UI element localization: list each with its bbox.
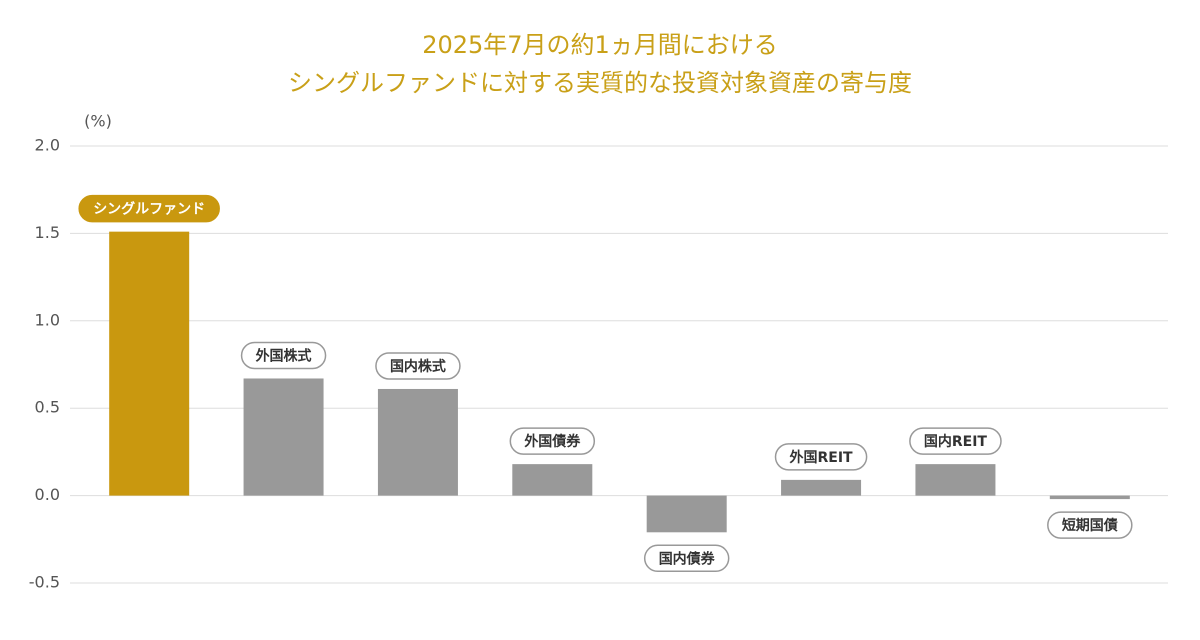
bar <box>646 495 727 533</box>
y-tick-label: 0.5 <box>35 398 60 417</box>
chart-title: シングルファンドに対する実質的な投資対象資産の寄与度 <box>288 69 912 97</box>
y-axis-label: (%) <box>84 112 112 131</box>
y-tick-label: 0.0 <box>35 485 60 504</box>
category-pill <box>909 427 1002 455</box>
category-label: 外国債券 <box>524 433 581 450</box>
category-pill <box>375 352 461 380</box>
category-label: 国内REIT <box>924 433 988 450</box>
bar <box>377 388 458 496</box>
bar <box>243 378 324 496</box>
category-label: 外国株式 <box>256 347 312 364</box>
category-label: シングルファンド <box>93 201 205 218</box>
category-pill <box>509 427 596 455</box>
y-tick-label: 2.0 <box>35 136 60 155</box>
y-tick-label: -0.5 <box>29 573 60 592</box>
category-pill <box>78 194 220 223</box>
category-label: 外国REIT <box>790 449 854 466</box>
category-pill <box>774 443 868 471</box>
category-label: 短期国債 <box>1062 517 1118 534</box>
category-label: 国内債券 <box>659 550 716 567</box>
category-label: 国内株式 <box>390 358 446 375</box>
y-tick-label: 1.5 <box>35 223 60 242</box>
category-pill <box>643 544 730 573</box>
bar <box>1049 495 1130 500</box>
bar <box>915 464 996 496</box>
bar <box>512 464 593 496</box>
category-pill <box>1047 511 1133 539</box>
bar <box>109 231 190 496</box>
chart-title: 2025年7月の約1ヵ月間における <box>422 31 778 59</box>
y-tick-label: 1.0 <box>35 310 60 329</box>
bar <box>781 479 862 496</box>
category-pill <box>240 341 327 370</box>
